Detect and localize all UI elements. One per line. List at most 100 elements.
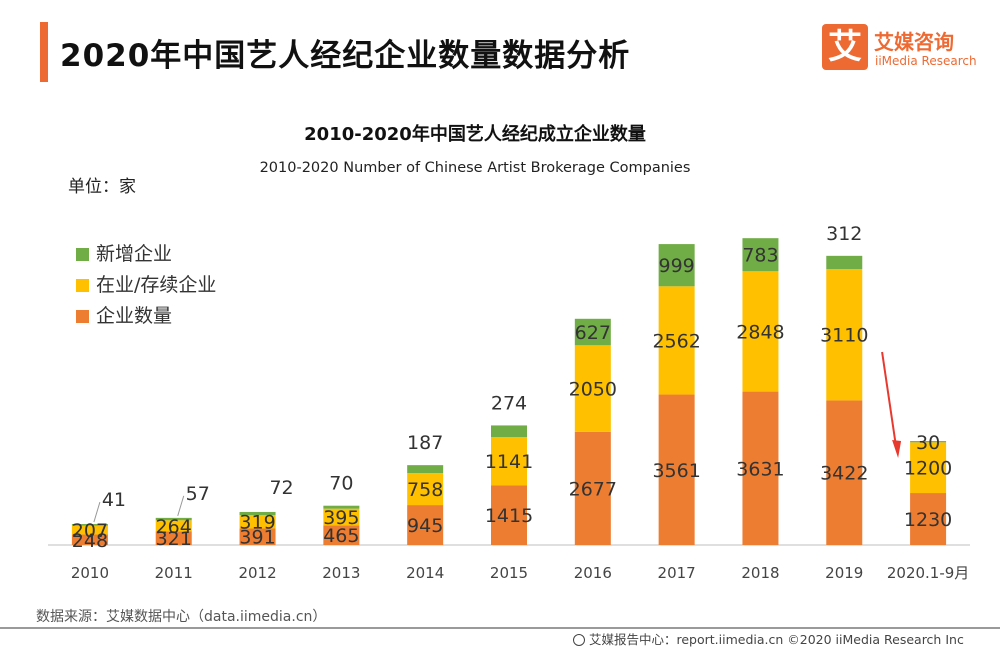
x-tick-label: 2020.1-9月 bbox=[887, 564, 969, 582]
data-label: 1415 bbox=[485, 505, 533, 527]
data-label: 1141 bbox=[485, 451, 533, 473]
legend-swatch bbox=[76, 310, 89, 323]
bar-segment bbox=[155, 517, 192, 521]
bar-segment bbox=[574, 318, 611, 346]
legend-swatch bbox=[76, 279, 89, 292]
data-label: 999 bbox=[659, 255, 695, 277]
bar-segment bbox=[826, 269, 863, 401]
data-label: 3422 bbox=[820, 463, 868, 485]
bar-segment bbox=[491, 437, 527, 486]
stacked-bar-chart: 2010-2020年中国艺人经纪成立企业数量 2010-2020 Number o… bbox=[48, 123, 970, 582]
label-leader-line bbox=[93, 501, 101, 523]
title-accent-bar bbox=[40, 22, 48, 82]
label-leader-line bbox=[177, 495, 185, 517]
x-tick-label: 2019 bbox=[825, 564, 863, 582]
bar-segment bbox=[742, 238, 779, 272]
bar-segment bbox=[323, 508, 360, 526]
footer-text: 艾媒报告中心：report.iimedia.cn ©2020 iiMedia R… bbox=[589, 632, 964, 647]
bar-segment bbox=[826, 400, 863, 545]
data-label: 395 bbox=[323, 507, 359, 529]
annotation-arrow-head bbox=[892, 440, 902, 458]
logo-chinese-name: 艾媒咨询 bbox=[874, 30, 954, 54]
data-label: 2050 bbox=[569, 379, 617, 401]
legend-label: 企业数量 bbox=[96, 305, 172, 327]
data-label: 319 bbox=[239, 512, 275, 534]
legend-swatch bbox=[76, 248, 89, 261]
globe-icon bbox=[573, 634, 585, 646]
bar-segment bbox=[323, 505, 360, 509]
unit-label: 单位：家 bbox=[68, 177, 136, 197]
annotation-arrow-line bbox=[881, 351, 898, 448]
bar-segment bbox=[239, 511, 276, 516]
x-tick-label: 2018 bbox=[741, 564, 779, 582]
bar-segment bbox=[826, 255, 863, 270]
x-tick-label: 2011 bbox=[155, 564, 193, 582]
x-tick-label: 2013 bbox=[322, 564, 360, 582]
bar-segment bbox=[574, 431, 611, 545]
data-label: 70 bbox=[329, 473, 353, 495]
bar-segment bbox=[658, 286, 695, 395]
bar-segment bbox=[239, 515, 276, 529]
data-label: 945 bbox=[407, 515, 443, 537]
logo-english-name: iiMedia Research bbox=[875, 54, 977, 68]
footer-divider bbox=[0, 627, 1000, 629]
bar-segment bbox=[910, 441, 947, 443]
x-tick-label: 2016 bbox=[574, 564, 612, 582]
bar-segment bbox=[407, 505, 444, 545]
data-label: 2677 bbox=[569, 478, 617, 500]
bar-segment bbox=[658, 394, 695, 545]
data-label: 758 bbox=[407, 479, 443, 501]
bar-segment bbox=[155, 531, 192, 545]
bar-segment bbox=[155, 520, 192, 532]
data-label: 2562 bbox=[652, 330, 700, 352]
bar-segment bbox=[910, 493, 947, 545]
bar-segment bbox=[742, 391, 779, 545]
footer: 艾媒报告中心：report.iimedia.cn ©2020 iiMedia R… bbox=[573, 629, 964, 648]
bar-segment bbox=[574, 345, 611, 432]
bar-segment bbox=[491, 485, 527, 545]
data-label: 391 bbox=[239, 527, 275, 549]
data-label: 1200 bbox=[904, 458, 952, 480]
bar-segment bbox=[323, 525, 360, 545]
bar-segment bbox=[742, 271, 779, 392]
data-label: 264 bbox=[156, 516, 192, 538]
legend-label: 在业/存续企业 bbox=[96, 274, 216, 296]
chart-title: 2010-2020年中国艺人经纪成立企业数量 bbox=[304, 123, 646, 145]
data-label: 30 bbox=[916, 432, 940, 454]
data-label: 187 bbox=[407, 432, 443, 454]
data-label: 3110 bbox=[820, 325, 868, 347]
data-label: 783 bbox=[742, 245, 778, 267]
data-label: 312 bbox=[826, 223, 862, 245]
legend-label: 新增企业 bbox=[96, 243, 172, 265]
bar-segment bbox=[71, 525, 108, 535]
data-label: 3631 bbox=[736, 458, 784, 480]
bar-segment bbox=[658, 244, 695, 287]
bar-segment bbox=[491, 425, 527, 438]
data-label: 41 bbox=[102, 489, 126, 511]
bar-segment bbox=[910, 442, 947, 494]
data-label: 465 bbox=[323, 525, 359, 547]
data-label: 248 bbox=[72, 530, 108, 552]
bar-segment bbox=[71, 534, 108, 545]
data-label: 207 bbox=[72, 520, 108, 542]
logo-mark-icon: 艾 bbox=[822, 24, 868, 70]
x-tick-label: 2012 bbox=[238, 564, 276, 582]
data-label: 3561 bbox=[652, 460, 700, 482]
page-title: 2020年中国艺人经纪企业数量数据分析 bbox=[60, 38, 631, 74]
bar-segment bbox=[407, 473, 444, 506]
data-source: 数据来源：艾媒数据中心（data.iimedia.cn） bbox=[36, 609, 327, 625]
iimedia-logo: 艾 艾媒咨询 iiMedia Research bbox=[822, 24, 998, 76]
data-label: 2848 bbox=[736, 321, 784, 343]
x-tick-label: 2010 bbox=[71, 564, 109, 582]
data-label: 57 bbox=[186, 483, 210, 505]
data-label: 627 bbox=[575, 322, 611, 344]
bar-segment bbox=[239, 528, 276, 545]
x-tick-label: 2017 bbox=[658, 564, 696, 582]
data-label: 72 bbox=[269, 477, 293, 499]
bar-segment bbox=[71, 524, 108, 526]
data-label: 321 bbox=[156, 528, 192, 550]
bar-segment bbox=[407, 465, 444, 474]
data-label: 274 bbox=[491, 392, 527, 414]
x-tick-label: 2015 bbox=[490, 564, 528, 582]
x-tick-label: 2014 bbox=[406, 564, 444, 582]
